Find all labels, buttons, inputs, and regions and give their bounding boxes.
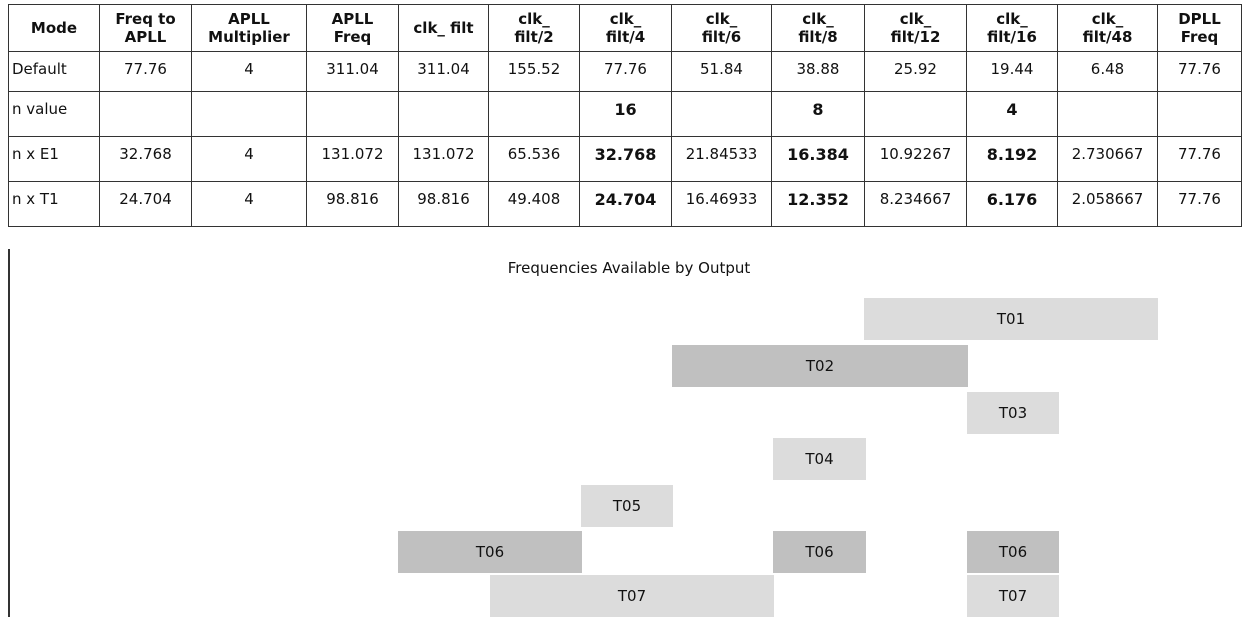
table-row: n x E1 32.768 4 131.072 131.072 65.536 32.768 2… xyxy=(8,136,1242,182)
table-cell: 131.072 xyxy=(398,136,489,182)
row-label: n value xyxy=(8,91,100,137)
table-cell: 16.46933 xyxy=(671,181,772,227)
column-header: Freq to APLL xyxy=(99,4,192,52)
row-label: n x E1 xyxy=(8,136,100,182)
table-cell: 24.704 xyxy=(99,181,192,227)
table-cell xyxy=(306,91,399,137)
column-header: clk_ filt/6 xyxy=(671,4,772,52)
table-cell: 32.768 xyxy=(99,136,192,182)
column-header: clk_ filt/8 xyxy=(771,4,865,52)
table-cell: 155.52 xyxy=(488,51,580,92)
table-cell: 4 xyxy=(191,181,307,227)
table-cell: 77.76 xyxy=(1157,51,1242,92)
table-cell: 16.384 xyxy=(771,136,865,182)
column-header: clk_ filt/12 xyxy=(864,4,967,52)
chart-left-border xyxy=(8,249,10,617)
table-cell xyxy=(1057,91,1158,137)
table-cell xyxy=(191,91,307,137)
table-cell: 4 xyxy=(966,91,1058,137)
table-cell: 65.536 xyxy=(488,136,580,182)
table-cell: 2.730667 xyxy=(1057,136,1158,182)
table-cell: 8.234667 xyxy=(864,181,967,227)
frequency-chart: Frequencies Available by Output T01 T02 T0… xyxy=(8,249,1250,617)
table-cell: 19.44 xyxy=(966,51,1058,92)
column-header: DPLL Freq xyxy=(1157,4,1242,52)
table-cell: 16 xyxy=(579,91,672,137)
table-cell xyxy=(99,91,192,137)
table-cell xyxy=(864,91,967,137)
column-header: APLL Freq xyxy=(306,4,399,52)
table-cell: 6.176 xyxy=(966,181,1058,227)
table-cell: 4 xyxy=(191,136,307,182)
frequency-table: Mode Freq to APLL APLL Multiplier APLL Freq clk… xyxy=(8,4,1242,227)
row-label: n x T1 xyxy=(8,181,100,227)
column-header: Mode xyxy=(8,4,100,52)
output-bar-t02: T02 xyxy=(672,345,968,387)
table-row: n x T1 24.704 4 98.816 98.816 49.408 24.704 16.… xyxy=(8,181,1242,227)
output-bar-t05: T05 xyxy=(581,485,673,527)
table-cell: 77.76 xyxy=(1157,181,1242,227)
output-bar-t06: T06 xyxy=(967,531,1059,573)
table-row: Default 77.76 4 311.04 311.04 155.52 77.76 51.8… xyxy=(8,51,1242,92)
column-header: APLL Multiplier xyxy=(191,4,307,52)
output-bar-t01: T01 xyxy=(864,298,1158,340)
table-cell: 131.072 xyxy=(306,136,399,182)
column-header: clk_ filt xyxy=(398,4,489,52)
table-cell: 77.76 xyxy=(99,51,192,92)
table-header-row: Mode Freq to APLL APLL Multiplier APLL Freq clk… xyxy=(8,4,1242,52)
row-label: Default xyxy=(8,51,100,92)
table-cell: 38.88 xyxy=(771,51,865,92)
table-cell: 8.192 xyxy=(966,136,1058,182)
table-cell: 32.768 xyxy=(579,136,672,182)
table-cell: 24.704 xyxy=(579,181,672,227)
output-bar-t06: T06 xyxy=(398,531,582,573)
table-cell: 10.92267 xyxy=(864,136,967,182)
table-cell: 8 xyxy=(771,91,865,137)
column-header: clk_ filt/16 xyxy=(966,4,1058,52)
table-cell: 98.816 xyxy=(306,181,399,227)
table-cell: 311.04 xyxy=(398,51,489,92)
table-row: n value 16 8 4 xyxy=(8,91,1242,137)
table-cell: 25.92 xyxy=(864,51,967,92)
output-bar-t07: T07 xyxy=(967,575,1059,617)
table-cell: 4 xyxy=(191,51,307,92)
table-cell: 21.84533 xyxy=(671,136,772,182)
table-cell xyxy=(1157,91,1242,137)
column-header: clk_ filt/4 xyxy=(579,4,672,52)
table-cell: 98.816 xyxy=(398,181,489,227)
chart-title: Frequencies Available by Output xyxy=(507,259,751,277)
table-cell: 49.408 xyxy=(488,181,580,227)
table-cell: 77.76 xyxy=(1157,136,1242,182)
table-cell: 12.352 xyxy=(771,181,865,227)
output-bar-t06: T06 xyxy=(773,531,866,573)
column-header: clk_ filt/2 xyxy=(488,4,580,52)
column-header: clk_ filt/48 xyxy=(1057,4,1158,52)
output-bar-t03: T03 xyxy=(967,392,1059,434)
table-cell xyxy=(488,91,580,137)
table-cell: 51.84 xyxy=(671,51,772,92)
table-cell: 2.058667 xyxy=(1057,181,1158,227)
table-cell: 77.76 xyxy=(579,51,672,92)
table-cell xyxy=(671,91,772,137)
table-cell: 6.48 xyxy=(1057,51,1158,92)
table-cell: 311.04 xyxy=(306,51,399,92)
table-cell xyxy=(398,91,489,137)
output-bar-t07: T07 xyxy=(490,575,774,617)
output-bar-t04: T04 xyxy=(773,438,866,480)
